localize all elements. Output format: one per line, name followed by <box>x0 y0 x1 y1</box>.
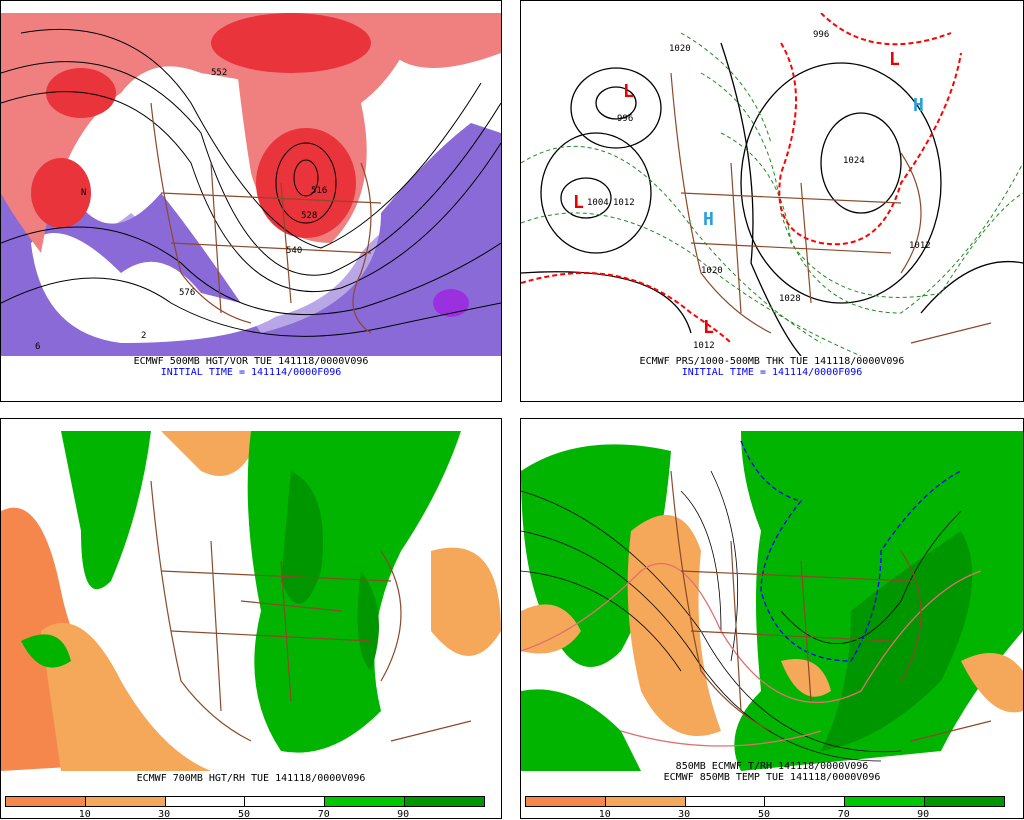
contour-label: 1028 <box>779 294 801 304</box>
rh-color-legend <box>5 796 485 807</box>
contour-label: 1012 <box>613 198 635 208</box>
legend-tick: 70 <box>837 809 850 820</box>
map-caption: ECMWF 500MB HGT/VOR TUE 141118/0000V096 <box>133 356 369 367</box>
panel-pressure-thickness: L L L L H H 996 1020 1004 1012 1028 1024… <box>520 0 1024 402</box>
low-pressure-symbol: L <box>573 192 584 213</box>
vorticity-map: 552 540 516 528 576 N 6 2 <box>1 13 501 356</box>
low-pressure-symbol: L <box>703 317 714 338</box>
rh-color-legend <box>525 796 1005 807</box>
contour-label: 528 <box>301 211 317 221</box>
low-pressure-symbol: L <box>889 49 900 70</box>
contour-label: 1012 <box>693 341 715 351</box>
panel-700mb-height-rh: ECMWF 700MB HGT/RH TUE 141118/0000V096 1… <box>0 418 502 820</box>
initial-time: INITIAL TIME = 141114/0000F096 <box>681 367 863 378</box>
legend-tick: 90 <box>917 809 930 820</box>
contour-label: 540 <box>286 246 302 256</box>
panel-500mb-height-vorticity: 552 540 516 528 576 N 6 2 ECMWF 500MB HG… <box>0 0 502 402</box>
contour-label: 2 <box>141 331 146 341</box>
map-caption-secondary: ECMWF 850MB TEMP TUE 141118/0000V096 <box>663 772 881 783</box>
map-caption: ECMWF 700MB HGT/RH TUE 141118/0000V096 <box>136 773 366 784</box>
map-caption: 850MB ECMWF T/RH 141118/0000V096 <box>675 761 869 772</box>
legend-tick: 30 <box>678 809 691 820</box>
contour-label: 996 <box>813 30 829 40</box>
low-pressure-symbol: L <box>623 81 634 102</box>
contour-label: 1024 <box>843 156 865 166</box>
rh-700-map <box>1 431 501 771</box>
panel-850mb-temp-rh: 850MB ECMWF T/RH 141118/0000V096 ECMWF 8… <box>520 418 1024 820</box>
map-caption: ECMWF PRS/1000-500MB THK TUE 141118/0000… <box>639 356 905 367</box>
contour-label: 1012 <box>909 241 931 251</box>
contour-label: 1020 <box>669 44 691 54</box>
contour-label: 1020 <box>701 266 723 276</box>
contour-label: 552 <box>211 68 227 78</box>
contour-label: 516 <box>311 186 327 196</box>
contour-label: 576 <box>179 288 195 298</box>
legend-tick: 10 <box>78 809 91 820</box>
contour-label: 1004 <box>587 198 609 208</box>
contour-label: 996 <box>617 114 633 124</box>
high-pressure-symbol: H <box>703 209 714 230</box>
pressure-map: L L L L H H 996 1020 1004 1012 1028 1024… <box>521 13 1023 356</box>
temp-rh-850-map <box>521 431 1023 771</box>
legend-tick: 70 <box>317 809 330 820</box>
contour-label: N <box>81 188 86 198</box>
initial-time: INITIAL TIME = 141114/0000F096 <box>160 367 342 378</box>
legend-tick: 10 <box>598 809 611 820</box>
legend-tick: 50 <box>237 809 251 820</box>
legend-tick: 90 <box>397 809 410 820</box>
high-pressure-symbol: H <box>913 95 924 116</box>
contour-label: 6 <box>35 342 40 352</box>
legend-tick: 30 <box>158 809 171 820</box>
legend-tick: 50 <box>757 809 771 820</box>
